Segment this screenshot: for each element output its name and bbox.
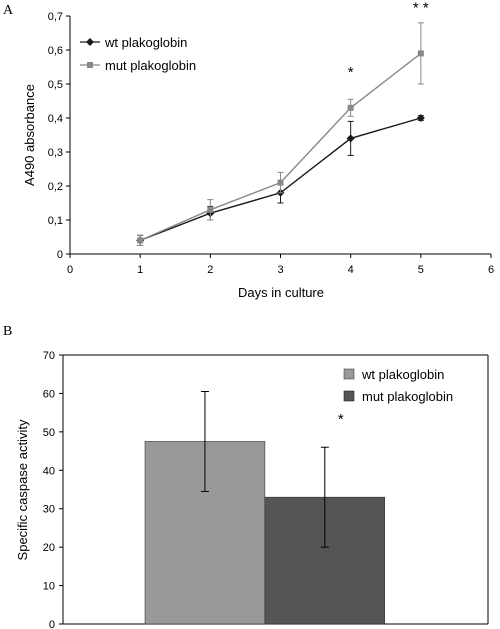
- legend-label-mut: mut plakoglobin: [105, 58, 196, 73]
- x-tick-label: 3: [277, 264, 283, 276]
- chart-a-plot-area: [136, 22, 425, 246]
- x-tick-label: 4: [348, 264, 354, 276]
- y-tick-label: 0,1: [48, 215, 63, 227]
- chart-a-legend: wt plakoglobin mut plakoglobin: [80, 35, 196, 73]
- y-tick-label: 60: [43, 388, 55, 400]
- y-tick-label: 0,7: [48, 11, 63, 23]
- chart-a-x-ticks: 0 1 2 3 4 5 6: [67, 254, 494, 276]
- significance-marker: *: [348, 64, 354, 81]
- legend-marker-mut: [87, 62, 93, 68]
- chart-a-annotations: * * *: [348, 0, 429, 81]
- legend-label-wt-b: wt plakoglobin: [361, 367, 444, 382]
- data-point-mut: [347, 104, 354, 111]
- data-point-wt: [346, 134, 355, 143]
- y-tick-label: 0,2: [48, 181, 63, 193]
- legend-swatch-mut: [343, 390, 355, 402]
- x-tick-label: 2: [207, 264, 213, 276]
- chart-a: A 0 0,1 0,2 0,3 0,4 0,5 0,6 0,7 0 1 2 3 4 5 6 A490 ab…: [3, 0, 494, 300]
- y-tick-label: 0: [57, 249, 63, 261]
- chart-b-y-axis-label: Specific caspase activity: [15, 419, 30, 560]
- significance-marker: * *: [413, 0, 429, 17]
- chart-a-axes: [69, 16, 491, 255]
- chart-a-x-axis-label: Days in culture: [238, 285, 324, 300]
- y-tick-label: 0,6: [48, 45, 63, 57]
- chart-a-y-axis-label: A490 absorbance: [22, 84, 37, 186]
- chart-b-plot-area: [144, 391, 386, 625]
- significance-marker: *: [338, 411, 344, 428]
- chart-b: B 0 10 20 30 40 50 60 70 Specific caspase activ…: [3, 324, 489, 629]
- legend-label-mut-b: mut plakoglobin: [362, 389, 453, 404]
- chart-b-legend: wt plakoglobin mut plakoglobin: [343, 367, 453, 404]
- y-tick-label: 0,3: [48, 147, 63, 159]
- data-point-mut: [137, 237, 144, 244]
- y-tick-label: 40: [43, 465, 55, 477]
- data-point-wt: [416, 114, 425, 122]
- y-tick-label: 20: [43, 542, 55, 554]
- y-tick-label: 70: [43, 350, 55, 362]
- series-line-mut: [139, 52, 422, 242]
- data-point-mut: [417, 50, 424, 57]
- y-tick-label: 30: [43, 504, 55, 516]
- y-tick-label: 50: [43, 427, 55, 439]
- y-tick-label: 0: [49, 619, 55, 629]
- y-tick-label: 0,4: [48, 113, 63, 125]
- data-point-mut: [277, 179, 284, 186]
- x-tick-label: 5: [418, 264, 424, 276]
- x-tick-label: 0: [67, 264, 73, 276]
- chart-b-annotations: *: [338, 411, 344, 428]
- data-point-mut: [207, 206, 214, 213]
- x-tick-label: 1: [137, 264, 143, 276]
- legend-marker-wt: [86, 38, 94, 46]
- legend-swatch-wt: [343, 368, 355, 380]
- x-tick-label: 6: [488, 264, 494, 276]
- panel-a-label: A: [3, 3, 14, 18]
- y-tick-label: 10: [43, 581, 55, 593]
- panel-b-label: B: [3, 324, 12, 339]
- chart-b-y-ticks: 0 10 20 30 40 50 60 70: [43, 350, 63, 629]
- y-tick-label: 0,5: [48, 79, 63, 91]
- chart-a-y-ticks: 0 0,1 0,2 0,3 0,4 0,5 0,6 0,7: [48, 11, 70, 261]
- legend-label-wt: wt plakoglobin: [104, 35, 187, 50]
